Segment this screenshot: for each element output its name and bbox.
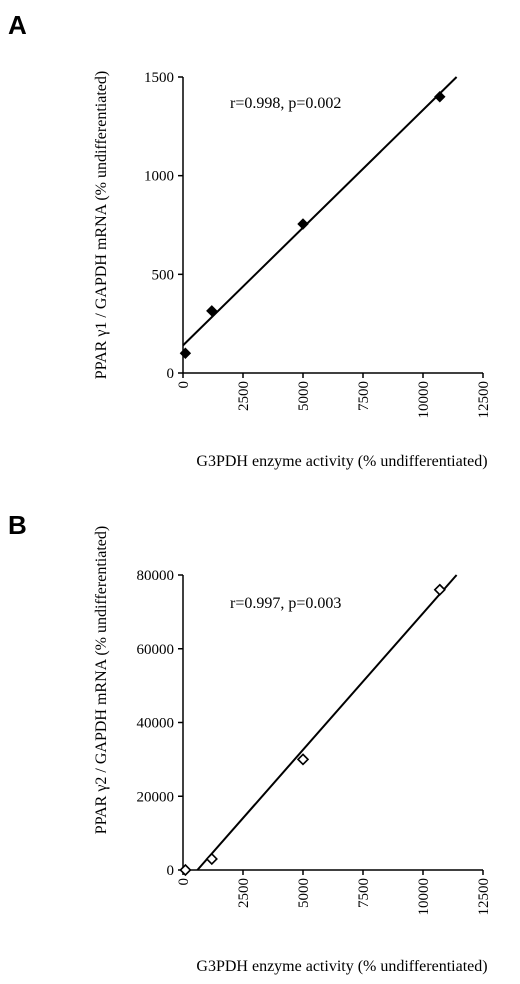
x-tick-label: 5000 bbox=[296, 381, 312, 411]
y-axis-label: PPAR γ2 / GAPDH mRNA (% undifferentiated… bbox=[93, 526, 110, 834]
panel-a: A PPAR γ1 / GAPDH mRNA (% undifferentiat… bbox=[8, 10, 492, 470]
x-tick-label: 7500 bbox=[356, 878, 372, 908]
x-tick-label: 2500 bbox=[236, 878, 252, 908]
x-tick-label: 0 bbox=[176, 878, 192, 886]
stats-annotation: r=0.998, p=0.002 bbox=[230, 95, 341, 112]
data-point bbox=[205, 852, 218, 866]
x-tick-label: 10000 bbox=[416, 381, 432, 419]
data-point bbox=[296, 753, 310, 766]
y-tick-label: 1000 bbox=[144, 169, 174, 185]
data-point bbox=[206, 305, 218, 317]
data-point bbox=[297, 218, 309, 230]
y-tick-label: 0 bbox=[167, 863, 175, 879]
y-tick-label: 20000 bbox=[137, 789, 175, 805]
panel-label: B bbox=[8, 510, 27, 540]
x-tick-label: 12500 bbox=[476, 878, 492, 916]
data-point bbox=[179, 347, 192, 359]
x-tick-label: 7500 bbox=[356, 381, 372, 411]
x-tick-label: 12500 bbox=[476, 381, 492, 419]
stats-annotation: r=0.997, p=0.003 bbox=[230, 595, 341, 612]
x-axis-label: G3PDH enzyme activity (% undifferentiate… bbox=[196, 958, 487, 975]
y-tick-label: 0 bbox=[167, 366, 175, 382]
x-tick-label: 10000 bbox=[416, 878, 432, 916]
data-point bbox=[179, 863, 192, 877]
x-tick-label: 5000 bbox=[296, 878, 312, 908]
y-tick-label: 500 bbox=[152, 267, 175, 283]
y-tick-label: 60000 bbox=[137, 642, 175, 658]
regression-line bbox=[196, 574, 458, 871]
panel-b: B PPAR γ2 / GAPDH mRNA (% undifferentiat… bbox=[8, 510, 492, 975]
panel-label: A bbox=[8, 10, 27, 40]
y-tick-label: 1500 bbox=[144, 70, 174, 86]
data-point bbox=[434, 91, 446, 103]
y-tick-label: 80000 bbox=[137, 568, 175, 584]
y-axis-label: PPAR γ1 / GAPDH mRNA (% undifferentiated… bbox=[93, 71, 110, 379]
y-tick-label: 40000 bbox=[137, 716, 175, 732]
x-tick-label: 0 bbox=[176, 381, 192, 389]
x-tick-label: 2500 bbox=[236, 381, 252, 411]
data-point bbox=[433, 583, 446, 596]
regression-line bbox=[182, 76, 458, 347]
x-axis-label: G3PDH enzyme activity (% undifferentiate… bbox=[196, 453, 487, 470]
